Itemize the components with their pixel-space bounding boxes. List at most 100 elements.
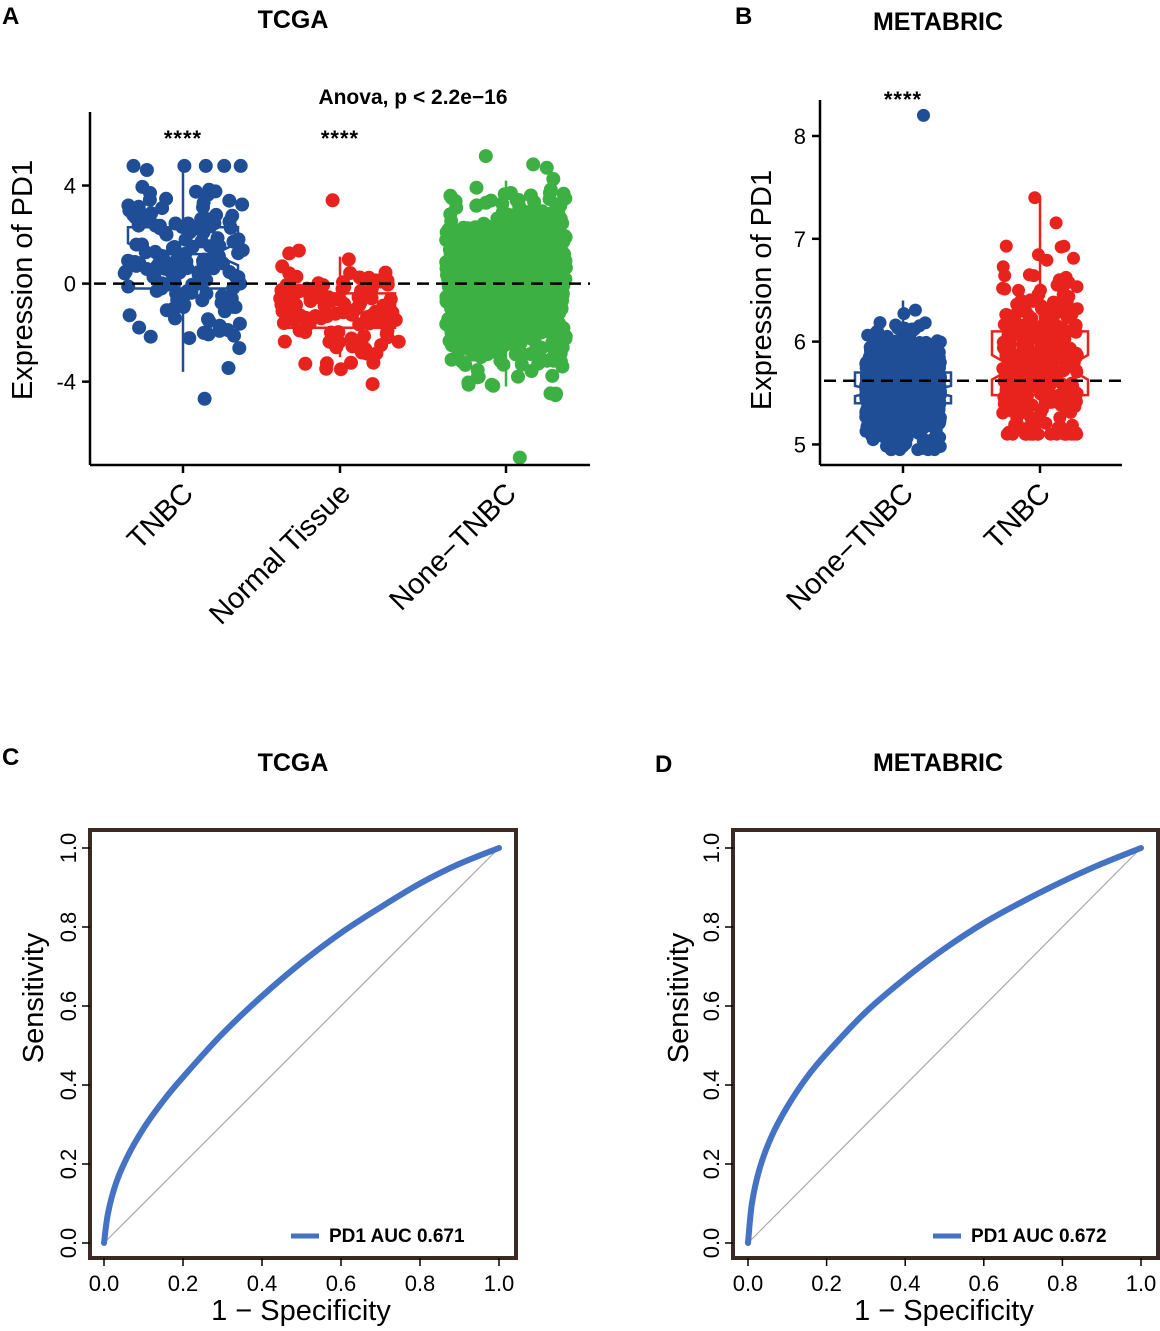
b-point (1025, 427, 1039, 441)
b-point (1031, 248, 1045, 262)
a-point (177, 158, 192, 173)
a-point (189, 184, 203, 199)
panel-b-points (859, 108, 1084, 457)
a-point (333, 362, 348, 377)
a-point (509, 215, 524, 230)
a-point (462, 224, 477, 238)
d-ytick-label: 0.2 (699, 1149, 724, 1180)
a-point (532, 350, 547, 365)
b-point (884, 443, 898, 457)
d-diagonal (747, 847, 1142, 1244)
b-point (1024, 398, 1038, 412)
c-xtick-label: 0.2 (168, 1271, 199, 1296)
a-significance-stars: **** (321, 126, 359, 151)
a-point (511, 193, 526, 207)
panel-a-boxes (126, 165, 563, 387)
panel-b-boxes (853, 197, 1090, 450)
b-point (889, 318, 903, 332)
a-point (196, 195, 211, 210)
a-significance-stars: **** (164, 126, 202, 151)
panel-label-a: A (2, 3, 19, 30)
a-point (232, 316, 247, 331)
a-point (212, 318, 227, 333)
c-ytick-label: 0.8 (56, 912, 81, 943)
b-point (1048, 390, 1062, 403)
a-point (445, 310, 459, 325)
a-point (483, 228, 497, 243)
a-point (464, 291, 479, 306)
b-point (874, 350, 888, 364)
panel-d-roc: METABRIC 0.0 0.0 0.2 0.2 0.4 0.4 0.6 0.6 0.8 0.8 1… (663, 749, 1160, 1327)
panel-b-boxplot: METABRIC 5 6 7 8 None−TNBC **** TNBC Expressio… (746, 8, 1122, 617)
a-point (512, 450, 527, 465)
a-point (126, 158, 141, 173)
b-point (1070, 302, 1084, 316)
a-point (478, 195, 493, 210)
b-point (868, 418, 882, 432)
a-category-label: None−TNBC (383, 477, 522, 616)
b-point (883, 432, 897, 445)
b-point (1062, 290, 1076, 303)
a-point (514, 230, 529, 245)
a-point (354, 335, 369, 350)
a-point (135, 179, 150, 194)
a-point (484, 377, 499, 392)
b-point (1067, 251, 1080, 265)
b-point (1002, 425, 1016, 439)
b-point (918, 316, 932, 330)
panel-c-roc: TCGA 0.0 0.0 0.2 0.2 0.4 0.4 0.6 0.6 0.8 0.8 1.0 1.… (18, 749, 518, 1327)
a-point (182, 331, 197, 346)
a-point (527, 333, 542, 348)
d-xtick-label: 0.4 (890, 1271, 921, 1296)
c-xtick-label: 0.4 (247, 1271, 278, 1296)
a-point (167, 240, 182, 254)
b-point (1008, 310, 1022, 324)
b-point (1012, 283, 1025, 297)
a-point (122, 308, 137, 323)
a-box-1 (283, 292, 397, 329)
c-ytick-label: 0.6 (56, 991, 81, 1022)
d-xtick-label: 0.8 (1047, 1271, 1078, 1296)
a-point (231, 246, 246, 261)
a-point (298, 356, 313, 371)
b-point (917, 419, 931, 433)
b-ytick-label: 6 (794, 330, 806, 355)
a-point (365, 377, 380, 392)
a-point (221, 361, 236, 375)
b-point (997, 318, 1011, 331)
a-point (222, 193, 237, 208)
c-frame (88, 828, 518, 1260)
a-point (490, 211, 505, 226)
b-point (1021, 339, 1035, 353)
a-point (549, 319, 564, 334)
a-point (545, 335, 560, 350)
c-ytick-label: 1.0 (56, 833, 81, 864)
d-roc-curve (745, 845, 1144, 1246)
panel-b-ylabel: Expression of PD1 (746, 170, 778, 410)
a-point (452, 224, 466, 239)
a-point (359, 346, 374, 361)
a-point (121, 198, 136, 213)
panel-c-plot: 0.0 0.0 0.2 0.2 0.4 0.4 0.6 0.6 0.8 0.8 1.0 1.0 (56, 828, 518, 1296)
d-ytick-label: 1.0 (699, 833, 724, 864)
b-point (863, 340, 877, 354)
a-point (169, 253, 184, 268)
a-point (183, 225, 197, 240)
b-point (916, 348, 929, 362)
a-ytick-label: 4 (64, 174, 76, 199)
d-ytick-label: 0.0 (699, 1228, 724, 1259)
panel-a-ylabel: Expression of PD1 (7, 160, 39, 400)
b-point (1026, 294, 1040, 308)
a-point (202, 314, 217, 329)
a-point (476, 216, 491, 231)
d-ytick-label: 0.6 (699, 991, 724, 1022)
a-point (282, 266, 297, 281)
a-point (325, 193, 340, 208)
b-point (998, 282, 1012, 296)
b-point (1070, 427, 1084, 441)
panel-b-title: METABRIC (873, 8, 1003, 36)
a-point (494, 312, 508, 327)
a-point (143, 329, 158, 344)
a-point (539, 160, 554, 175)
